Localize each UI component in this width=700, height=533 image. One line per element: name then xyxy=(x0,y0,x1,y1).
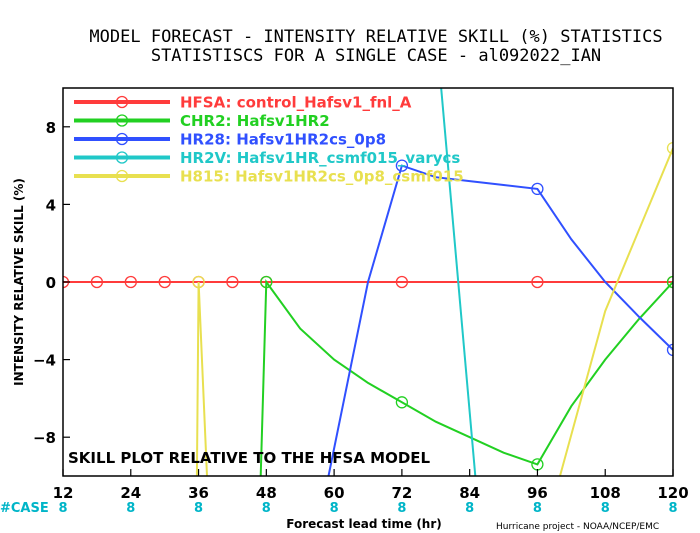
case-count-48: 8 xyxy=(262,501,271,516)
x-tick-label-12: 12 xyxy=(53,484,74,502)
y-tick-label-3: 4 xyxy=(46,196,56,214)
case-count-12: 8 xyxy=(58,501,67,516)
legend-marker-hr28 xyxy=(115,132,129,146)
case-count-96: 8 xyxy=(533,501,542,516)
series-marker-hfsa-5 xyxy=(226,275,239,289)
series-line-h815 xyxy=(195,281,208,476)
series-marker-hfsa-3 xyxy=(158,275,171,289)
legend-marker-h815 xyxy=(115,169,129,183)
x-tick-label-108: 108 xyxy=(590,484,621,502)
series-marker-hfsa-8 xyxy=(531,275,544,289)
series-layer xyxy=(63,88,673,476)
series-line-h815-segment-2 xyxy=(559,147,673,476)
x-tick-label-24: 24 xyxy=(120,484,141,502)
y-axis-label: INTENSITY RELATIVE SKILL (%) xyxy=(12,178,26,386)
y-axis: −8 −4 0 4 8 xyxy=(33,119,70,447)
x-tick-label-60: 60 xyxy=(324,484,345,502)
case-count-60: 8 xyxy=(330,501,339,516)
y-tick-label-2: 0 xyxy=(46,274,56,292)
series-marker-hr28-2 xyxy=(666,343,673,357)
series-marker-hr28-1 xyxy=(531,182,544,196)
series-marker-chr2-0 xyxy=(260,275,273,289)
case-count-36: 8 xyxy=(194,501,203,516)
series-marker-hfsa-7 xyxy=(395,275,409,289)
x-axis-label: Forecast lead time (hr) xyxy=(286,517,442,531)
chart-title-line1: MODEL FORECAST - INTENSITY RELATIVE SKIL… xyxy=(89,27,662,47)
credit-text: Hurricane project - NOAA/NCEP/EMC xyxy=(496,522,659,532)
legend-marker-hr2v xyxy=(115,151,129,164)
legend-label-hr2v: HR2V: Hafsv1HR_csmf015_varycs xyxy=(180,149,460,167)
series-marker-hr28-0 xyxy=(395,159,409,172)
x-tick-label-96: 96 xyxy=(527,484,548,502)
series-marker-hfsa-2 xyxy=(124,275,137,289)
case-count-108: 8 xyxy=(601,501,610,516)
x-tick-label-84: 84 xyxy=(459,484,480,502)
case-count-row: 8 8 8 8 8 8 8 8 8 8 xyxy=(58,501,677,516)
legend-label-h815: H815: Hafsv1HR2cs_0p8_csmf015 xyxy=(180,168,464,186)
x-axis: 12 24 36 48 60 72 84 96 108 120 xyxy=(53,469,689,502)
x-tick-label-72: 72 xyxy=(391,484,412,502)
x-tick-label-48: 48 xyxy=(256,484,277,502)
series-line-hr28 xyxy=(327,164,673,476)
skill-annotation: SKILL PLOT RELATIVE TO THE HFSA MODEL xyxy=(68,449,431,467)
series-line-hr2v xyxy=(440,88,477,476)
series-marker-chr2-3 xyxy=(666,275,673,289)
y-tick-label-4: 8 xyxy=(46,119,56,137)
case-count-84: 8 xyxy=(465,501,474,516)
series-marker-h815-1 xyxy=(666,141,673,155)
series-marker-hfsa-1 xyxy=(90,275,104,289)
y-tick-label-0: −8 xyxy=(33,429,56,447)
legend-label-hfsa: HFSA: control_Hafsv1_fnl_A xyxy=(180,94,412,112)
chart-title-line2: STATISTISCS FOR A SINGLE CASE - al092022… xyxy=(151,46,601,66)
y-tick-label-1: −4 xyxy=(33,352,56,370)
case-count-120: 8 xyxy=(668,501,677,516)
x-tick-label-36: 36 xyxy=(188,484,209,502)
case-count-24: 8 xyxy=(126,501,135,516)
legend-marker-chr2 xyxy=(115,114,129,127)
legend-label-chr2: CHR2: Hafsv1HR2 xyxy=(180,112,330,130)
series-marker-h815-0 xyxy=(192,275,205,289)
legend-label-hr28: HR28: Hafsv1HR2cs_0p8 xyxy=(180,131,386,149)
case-count-72: 8 xyxy=(397,501,406,516)
case-label: #CASE xyxy=(0,501,49,516)
x-tick-label-120: 120 xyxy=(657,484,688,502)
legend-marker-hfsa xyxy=(115,95,129,109)
series-line-chr2 xyxy=(259,279,673,476)
series-marker-chr2-1 xyxy=(395,396,409,409)
